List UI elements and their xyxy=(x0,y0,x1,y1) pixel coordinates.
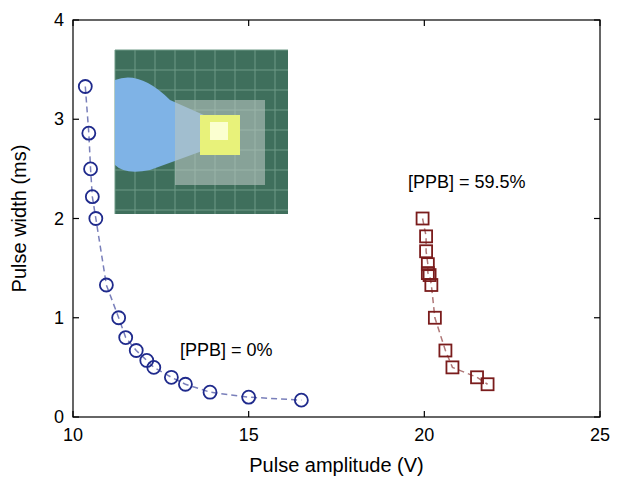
y-tick-right xyxy=(594,317,600,318)
x-tick xyxy=(248,411,249,417)
square-marker xyxy=(446,361,458,373)
photo-bg xyxy=(115,50,288,214)
x-tick-top xyxy=(248,20,249,26)
circle-marker xyxy=(295,394,308,407)
circle-marker xyxy=(84,162,97,175)
square-marker xyxy=(439,345,451,357)
square-marker xyxy=(425,279,437,291)
series-label: [PPB] = 0% xyxy=(180,340,273,360)
y-tick xyxy=(73,317,79,318)
y-tick xyxy=(73,119,79,120)
fit-line xyxy=(85,87,301,401)
photo-grid xyxy=(115,190,288,191)
x-axis-title: Pulse amplitude (V) xyxy=(249,454,424,476)
y-axis-title: Pulse width (ms) xyxy=(8,145,30,293)
circle-marker xyxy=(130,344,143,357)
square-marker xyxy=(420,245,432,257)
photo-grid xyxy=(275,50,276,214)
square-marker xyxy=(429,312,441,324)
inset-photo xyxy=(115,50,288,214)
circle-marker xyxy=(86,190,99,203)
circle-marker xyxy=(179,378,192,391)
square-marker xyxy=(420,230,432,242)
circle-marker xyxy=(147,361,160,374)
circle-marker xyxy=(165,371,178,384)
circle-marker xyxy=(82,127,95,140)
photo-grid xyxy=(115,70,288,71)
x-tick-top xyxy=(424,20,425,26)
circle-marker xyxy=(79,80,92,93)
photo-glass xyxy=(175,100,265,185)
photo-grid xyxy=(115,50,288,51)
plot-frame xyxy=(73,20,600,417)
x-tick-top xyxy=(72,20,73,26)
x-tick xyxy=(424,411,425,417)
y-tick xyxy=(73,19,79,20)
y-tick-label: 1 xyxy=(54,308,64,328)
y-tick-label: 0 xyxy=(54,407,64,427)
y-tick-right xyxy=(594,416,600,417)
photo-emitter-core xyxy=(210,122,228,140)
y-tick-label: 2 xyxy=(54,209,64,229)
y-tick xyxy=(73,416,79,417)
circle-marker xyxy=(119,331,132,344)
y-tick-label: 4 xyxy=(54,10,64,30)
x-tick-label: 10 xyxy=(63,425,83,445)
plot-area xyxy=(79,80,494,407)
y-tick-right xyxy=(594,119,600,120)
circle-marker xyxy=(204,386,217,399)
y-tick xyxy=(73,218,79,219)
y-tick-right xyxy=(594,19,600,20)
circle-marker xyxy=(100,278,113,291)
x-tick-top xyxy=(599,20,600,26)
x-tick-label: 20 xyxy=(414,425,434,445)
y-tick-label: 3 xyxy=(54,109,64,129)
photo-emitter xyxy=(200,115,240,155)
circle-marker xyxy=(242,391,255,404)
photo-grid xyxy=(115,210,288,211)
y-tick-right xyxy=(594,218,600,219)
x-tick-label: 25 xyxy=(590,425,610,445)
square-marker xyxy=(417,213,429,225)
series-label: [PPB] = 59.5% xyxy=(408,172,526,192)
circle-marker xyxy=(89,212,102,225)
circle-marker xyxy=(112,311,125,324)
fit-line xyxy=(423,219,488,385)
x-tick-label: 15 xyxy=(239,425,259,445)
chart: 10 15 20 25 0 1 2 3 4 Pulse amplitude (V) Pulse wi… xyxy=(0,0,621,498)
square-marker xyxy=(482,378,494,390)
x-tick xyxy=(599,411,600,417)
x-tick xyxy=(72,411,73,417)
